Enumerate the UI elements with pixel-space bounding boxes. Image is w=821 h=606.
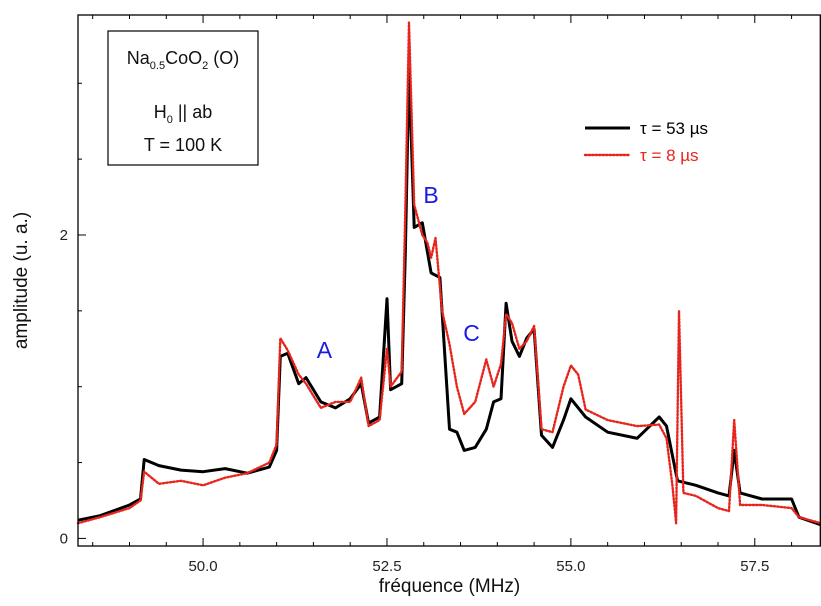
x-tick-label: 55.0 bbox=[556, 558, 585, 575]
field-sub: 0 bbox=[167, 114, 173, 126]
temperature-label: T = 100 K bbox=[144, 135, 222, 155]
plot-frame bbox=[77, 14, 821, 547]
field-suffix: || ab bbox=[173, 102, 212, 122]
y-tick-label: 0 bbox=[60, 530, 68, 547]
formula-sub-1: 0.5 bbox=[150, 60, 165, 72]
field-main: H bbox=[154, 102, 167, 122]
formula-suffix: (O) bbox=[208, 48, 239, 68]
legend-label-1: τ = 53 µs bbox=[640, 119, 708, 138]
legend-label-2: τ = 8 µs bbox=[640, 146, 699, 165]
series-line-2 bbox=[76, 21, 821, 525]
x-tick-label: 57.5 bbox=[740, 558, 769, 575]
sample-formula: Na0.5CoO2 (O) bbox=[127, 48, 239, 72]
x-tick-label: 50.0 bbox=[188, 558, 217, 575]
annotations-layer: A B C bbox=[317, 182, 480, 363]
peak-label-B: B bbox=[423, 182, 438, 208]
peak-label-C: C bbox=[463, 320, 480, 346]
x-tick-label: 52.5 bbox=[372, 558, 401, 575]
info-box-frame bbox=[107, 30, 259, 166]
ticks-layer: 50.0 52.5 55.0 57.5 0 2 bbox=[60, 15, 793, 575]
formula-sub-2: 2 bbox=[202, 60, 208, 72]
formula-main-2: CoO bbox=[165, 48, 202, 68]
peak-label-A: A bbox=[317, 337, 333, 363]
legend: τ = 53 µs τ = 8 µs bbox=[583, 119, 708, 165]
field-orientation: H0 || ab bbox=[154, 102, 213, 126]
y-axis-title: amplitude (u. a.) bbox=[11, 212, 32, 349]
info-box: Na0.5CoO2 (O) H0 || ab T = 100 K bbox=[107, 30, 259, 166]
series-line-1 bbox=[77, 66, 821, 527]
y-tick-label: 2 bbox=[60, 227, 68, 244]
x-axis-title: fréquence (MHz) bbox=[379, 576, 521, 597]
formula-main-1: Na bbox=[127, 48, 151, 68]
series-layer bbox=[76, 21, 821, 527]
